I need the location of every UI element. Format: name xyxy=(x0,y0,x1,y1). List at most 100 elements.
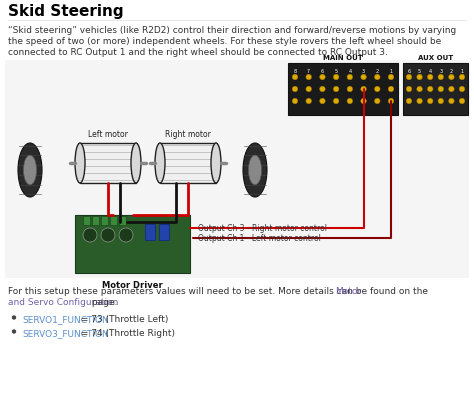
Circle shape xyxy=(319,86,325,92)
Bar xyxy=(110,216,117,225)
Circle shape xyxy=(388,98,394,104)
Text: Motor: Motor xyxy=(336,287,362,296)
Text: = 74 (Throttle Right): = 74 (Throttle Right) xyxy=(78,329,175,338)
Circle shape xyxy=(347,74,353,80)
Circle shape xyxy=(374,98,380,104)
Circle shape xyxy=(388,74,394,80)
Circle shape xyxy=(374,74,380,80)
Circle shape xyxy=(12,329,16,334)
Text: SERVO1_FUNCTION: SERVO1_FUNCTION xyxy=(22,315,109,324)
Bar xyxy=(75,215,190,273)
Text: 1: 1 xyxy=(390,69,392,74)
Bar xyxy=(101,216,108,225)
Circle shape xyxy=(448,86,454,92)
Text: = 73 (Throttle Left): = 73 (Throttle Left) xyxy=(78,315,168,324)
Ellipse shape xyxy=(131,143,141,183)
Ellipse shape xyxy=(155,143,165,183)
Circle shape xyxy=(333,86,339,92)
Text: Right motor: Right motor xyxy=(165,130,211,139)
Text: page.: page. xyxy=(89,298,118,307)
Bar xyxy=(403,63,468,115)
Text: 7: 7 xyxy=(307,69,310,74)
Circle shape xyxy=(333,74,339,80)
Text: SERVO3_FUNCTION: SERVO3_FUNCTION xyxy=(22,329,109,338)
Circle shape xyxy=(292,74,298,80)
Circle shape xyxy=(292,98,298,104)
Bar xyxy=(83,216,90,225)
Circle shape xyxy=(319,98,325,104)
Bar xyxy=(145,224,155,240)
Text: the speed of two (or more) independent wheels. For these style rovers the left w: the speed of two (or more) independent w… xyxy=(8,37,441,46)
Circle shape xyxy=(448,74,454,80)
Text: “Skid steering” vehicles (like R2D2) control their direction and forward/reverse: “Skid steering” vehicles (like R2D2) con… xyxy=(8,26,456,35)
Circle shape xyxy=(319,74,325,80)
Text: Motor Driver: Motor Driver xyxy=(102,281,163,290)
Text: 3: 3 xyxy=(439,69,442,74)
Ellipse shape xyxy=(23,155,36,185)
Circle shape xyxy=(438,98,444,104)
Text: 5: 5 xyxy=(335,69,337,74)
Circle shape xyxy=(333,98,339,104)
Circle shape xyxy=(12,315,16,320)
Circle shape xyxy=(347,86,353,92)
Circle shape xyxy=(459,74,465,80)
Text: 3: 3 xyxy=(362,69,365,74)
Bar xyxy=(92,216,99,225)
Ellipse shape xyxy=(243,143,267,197)
Circle shape xyxy=(83,228,97,242)
Circle shape xyxy=(374,86,380,92)
Text: 2: 2 xyxy=(450,69,453,74)
Text: 2: 2 xyxy=(376,69,379,74)
Bar xyxy=(5,60,469,278)
Circle shape xyxy=(119,228,133,242)
Ellipse shape xyxy=(75,143,85,183)
Bar xyxy=(80,143,136,183)
Circle shape xyxy=(428,86,433,92)
Circle shape xyxy=(459,98,465,104)
Text: Left motor: Left motor xyxy=(88,130,128,139)
Circle shape xyxy=(306,86,311,92)
Circle shape xyxy=(448,98,454,104)
Circle shape xyxy=(306,98,311,104)
Circle shape xyxy=(417,98,422,104)
Circle shape xyxy=(459,86,465,92)
Text: For this setup these parameters values will need to be set. More details can be : For this setup these parameters values w… xyxy=(8,287,431,296)
Circle shape xyxy=(361,98,366,104)
Circle shape xyxy=(306,74,311,80)
Circle shape xyxy=(417,74,422,80)
Circle shape xyxy=(101,228,115,242)
Text: Output Ch 3 - Right motor control: Output Ch 3 - Right motor control xyxy=(198,223,327,232)
Text: AUX OUT: AUX OUT xyxy=(418,55,453,61)
Text: Output Ch 1 - Left motor control: Output Ch 1 - Left motor control xyxy=(198,234,321,242)
Circle shape xyxy=(388,86,394,92)
Text: Skid Steering: Skid Steering xyxy=(8,4,124,19)
Circle shape xyxy=(428,74,433,80)
Bar xyxy=(160,143,216,183)
Circle shape xyxy=(406,86,412,92)
Circle shape xyxy=(361,86,366,92)
Circle shape xyxy=(406,74,412,80)
Text: connected to RC Output 1 and the right wheel should be connected to RC Output 3.: connected to RC Output 1 and the right w… xyxy=(8,48,388,57)
Bar xyxy=(119,216,126,225)
Bar xyxy=(159,224,169,240)
Text: 8: 8 xyxy=(293,69,297,74)
Circle shape xyxy=(347,98,353,104)
Text: 6: 6 xyxy=(321,69,324,74)
Text: 5: 5 xyxy=(418,69,421,74)
Circle shape xyxy=(438,74,444,80)
Text: 1: 1 xyxy=(460,69,464,74)
Ellipse shape xyxy=(211,143,221,183)
Circle shape xyxy=(417,86,422,92)
Text: 4: 4 xyxy=(348,69,351,74)
Text: 6: 6 xyxy=(408,69,410,74)
Circle shape xyxy=(428,98,433,104)
Text: 4: 4 xyxy=(428,69,432,74)
Text: and Servo Configuration: and Servo Configuration xyxy=(8,298,118,307)
Circle shape xyxy=(361,74,366,80)
Ellipse shape xyxy=(248,155,262,185)
Bar xyxy=(288,63,398,115)
Circle shape xyxy=(406,98,412,104)
Text: MAIN OUT: MAIN OUT xyxy=(323,55,363,61)
Circle shape xyxy=(438,86,444,92)
Ellipse shape xyxy=(18,143,42,197)
